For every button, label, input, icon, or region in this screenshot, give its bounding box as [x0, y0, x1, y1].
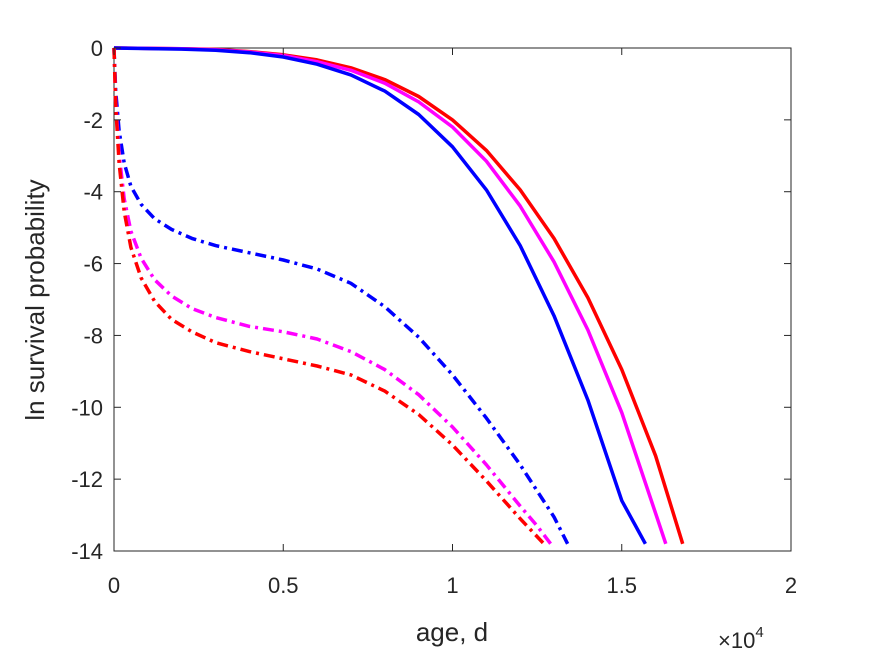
series-layer — [112, 46, 685, 546]
y-tick-label: -12 — [71, 467, 103, 492]
y-tick-label: -10 — [71, 395, 103, 420]
y-tick-label: -4 — [83, 180, 103, 205]
series-line-5 — [112, 47, 553, 545]
x-tick-label: 1.5 — [606, 573, 637, 598]
series-line-3 — [113, 46, 647, 545]
x-exponent-base: ×10 — [718, 628, 755, 653]
y-axis-label: ln survival probability — [20, 179, 50, 420]
y-tick-label: 0 — [91, 36, 103, 61]
x-exponent-power: 4 — [755, 624, 763, 641]
y-tick-label: -14 — [71, 539, 103, 564]
x-tick-label: 1 — [446, 573, 458, 598]
x-tick-label: 0 — [108, 573, 120, 598]
x-tick-label: 0.5 — [268, 573, 299, 598]
y-tick-label: -6 — [83, 252, 103, 277]
series-line-6 — [112, 47, 546, 546]
x-tick-label: 2 — [785, 573, 797, 598]
y-ticks: 0 -2 -4 -6 -8 -10 -12 -14 — [71, 36, 791, 564]
x-exponent-label: ×104 — [718, 624, 764, 653]
y-tick-label: -8 — [83, 323, 103, 348]
x-ticks: 0 0.5 1 1.5 2 — [108, 48, 797, 598]
plot-area — [113, 47, 792, 552]
y-tick-label: -2 — [83, 108, 103, 133]
x-axis-label: age, d — [416, 617, 488, 647]
series-line-4 — [112, 47, 570, 545]
